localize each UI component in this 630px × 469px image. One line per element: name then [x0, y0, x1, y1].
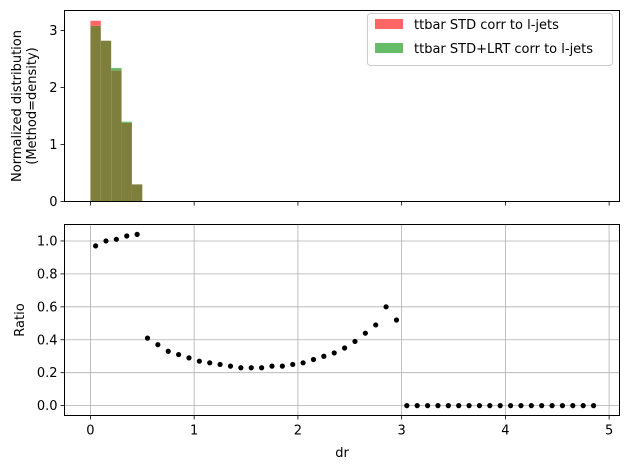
ratio-point-42	[528, 403, 534, 409]
ratio-point-31	[414, 403, 420, 409]
ratio-point-4	[134, 231, 140, 237]
ratio-point-41	[518, 403, 524, 409]
top-y-ticks: 0 1 2 3	[49, 24, 65, 210]
legend-swatch-std	[375, 19, 403, 29]
ratio-point-11	[207, 360, 213, 366]
bottom-xtick-label-2: 2	[294, 424, 302, 439]
ratio-point-0	[93, 243, 99, 249]
bottom-ytick-label-3: 0.6	[37, 300, 58, 315]
bar-overlap-4	[131, 184, 143, 202]
legend-label-std-lrt: ttbar STD+LRT corr to l-jets	[414, 42, 593, 57]
ratio-point-45	[559, 403, 566, 409]
top-ylabel-line1: Normalized distribution	[10, 30, 25, 182]
bottom-xtick-label-1: 1	[190, 424, 198, 439]
bottom-points	[93, 231, 597, 409]
top-ylabel-line2: (Method=density)	[25, 47, 40, 164]
ratio-point-25	[352, 338, 358, 345]
legend-box	[367, 13, 613, 66]
bottom-xlabel: dr	[335, 446, 349, 461]
ratio-point-6	[155, 342, 161, 348]
ratio-point-5	[144, 335, 151, 341]
ratio-point-17	[269, 363, 275, 369]
ratio-point-29	[393, 317, 400, 323]
ratio-point-44	[549, 403, 555, 409]
ratio-point-9	[186, 355, 192, 361]
bottom-xtick-label-5: 5	[605, 424, 613, 439]
bottom-ytick-label-2: 0.4	[37, 333, 58, 348]
ratio-point-12	[217, 361, 223, 368]
ratio-point-2	[113, 236, 119, 242]
ratio-point-48	[590, 403, 597, 409]
bottom-xtick-label-0: 0	[86, 424, 94, 439]
bottom-ytick-label-5: 1.0	[37, 234, 58, 249]
legend-label-std: ttbar STD corr to l-jets	[414, 18, 559, 33]
ratio-point-23	[331, 350, 337, 356]
bottom-panel: 0 1 2 3 4 5 0.0 0.2 0.4 0.6 0.8 1.0 Ratio dr	[13, 224, 620, 461]
ratio-point-13	[227, 363, 234, 369]
top-x-ticks	[90, 201, 610, 206]
bar-overlap-0	[90, 25, 101, 202]
bottom-ylabel: Ratio	[13, 303, 28, 336]
ratio-point-7	[165, 348, 171, 354]
ratio-point-8	[176, 351, 182, 358]
bottom-ytick-label-0: 0.0	[37, 399, 58, 414]
bottom-grid	[64, 224, 620, 416]
ratio-point-24	[341, 345, 348, 351]
ratio-point-32	[424, 403, 431, 409]
bar-overlap-3	[121, 122, 132, 202]
bottom-xtick-label-4: 4	[501, 424, 509, 439]
legend: ttbar STD corr to l-jets ttbar STD+LRT c…	[367, 13, 613, 66]
ratio-point-28	[383, 304, 389, 310]
ratio-point-36	[466, 403, 472, 409]
top-ytick-label-1: 1	[49, 138, 57, 153]
ratio-point-34	[445, 403, 451, 409]
ratio-point-27	[373, 322, 379, 328]
top-axes-frame	[64, 10, 620, 202]
ratio-point-10	[196, 358, 202, 364]
ratio-point-47	[580, 403, 586, 409]
bottom-ytick-label-1: 0.2	[37, 366, 58, 381]
ratio-point-40	[507, 403, 514, 409]
ratio-point-26	[362, 330, 368, 336]
bar-std-lrt-excess-3	[121, 121, 132, 123]
bottom-ticks: 0 1 2 3 4 5 0.0 0.2 0.4 0.6 0.8 1.0	[37, 234, 613, 438]
ratio-point-22	[321, 353, 327, 359]
ratio-point-30	[404, 403, 410, 409]
bottom-xtick-label-3: 3	[398, 424, 406, 439]
legend-swatch-std-lrt	[375, 43, 403, 53]
bar-std-lrt-excess-2	[111, 68, 122, 71]
bottom-axes-frame	[64, 224, 620, 416]
top-ytick-label-0: 0	[49, 195, 57, 210]
ratio-point-39	[497, 403, 503, 409]
ratio-point-18	[279, 363, 285, 369]
top-ytick-label-3: 3	[49, 24, 57, 39]
ratio-point-35	[456, 403, 462, 409]
ratio-point-46	[570, 403, 576, 409]
ratio-point-3	[124, 233, 130, 239]
top-panel: 0 1 2 3 Normalized distribution (Method=den…	[10, 10, 620, 210]
bottom-ytick-label-4: 0.8	[37, 267, 58, 282]
ratio-point-19	[290, 361, 296, 368]
bar-std-excess-0	[90, 20, 101, 26]
ratio-point-16	[259, 365, 265, 371]
top-ytick-label-2: 2	[49, 81, 57, 96]
bar-overlap-1	[100, 40, 112, 202]
ratio-point-43	[539, 403, 545, 409]
ratio-point-21	[310, 356, 317, 363]
ratio-point-15	[248, 365, 254, 371]
bar-overlap-2	[111, 70, 122, 202]
ratio-point-14	[238, 365, 244, 371]
top-bars	[90, 20, 143, 202]
ratio-point-33	[435, 403, 441, 409]
ratio-point-37	[476, 403, 483, 409]
ratio-point-38	[487, 403, 493, 409]
ratio-point-20	[300, 360, 306, 366]
ratio-point-1	[103, 238, 109, 244]
